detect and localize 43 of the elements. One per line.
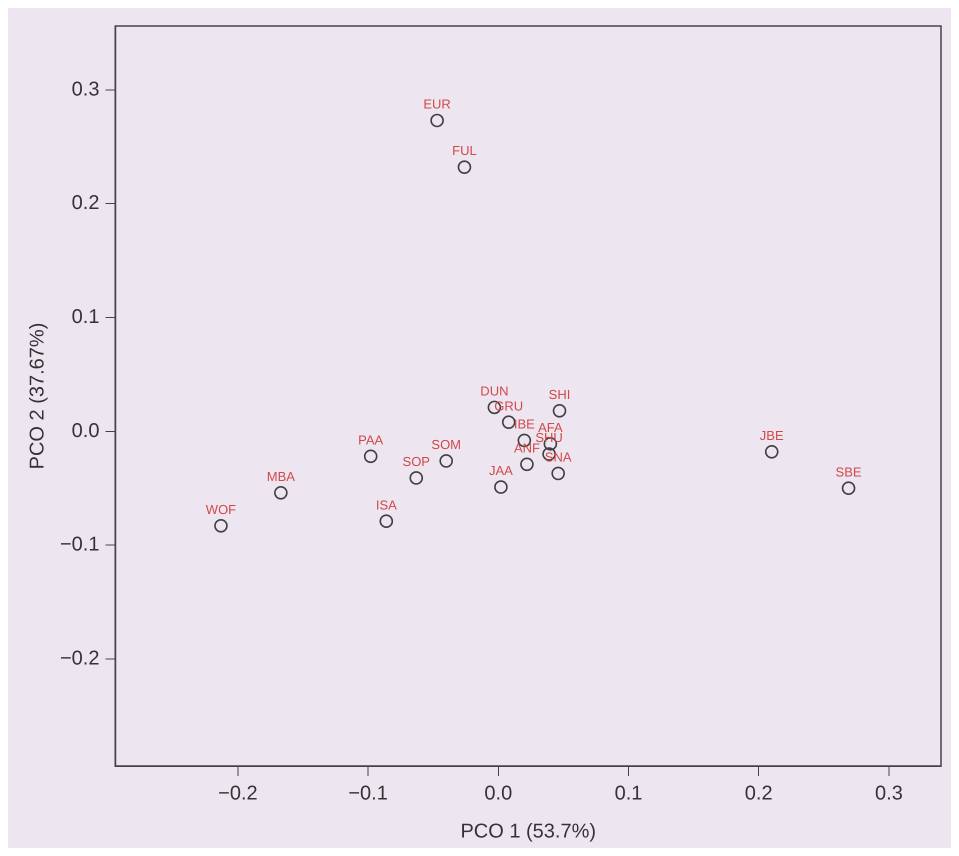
x-axis-title: PCO 1 (53.7%) bbox=[460, 820, 596, 843]
x-tick-label: 0.0 bbox=[484, 782, 512, 805]
x-tick-label: 0.2 bbox=[744, 782, 773, 805]
point bbox=[842, 481, 856, 496]
y-tick-label: 0.1 bbox=[72, 306, 100, 328]
y-tick-label: −0.2 bbox=[60, 648, 100, 670]
point bbox=[380, 514, 394, 528]
annotation: SBE bbox=[836, 464, 862, 480]
point bbox=[430, 114, 444, 128]
point bbox=[458, 160, 472, 174]
annotation: SOP bbox=[402, 454, 430, 470]
annotation: PAA bbox=[358, 432, 384, 448]
annotation: SHI bbox=[548, 386, 570, 402]
y-tick-label: −0.1 bbox=[60, 534, 100, 556]
annotation: IBE bbox=[514, 416, 536, 432]
y-tick-label: 0.0 bbox=[72, 420, 100, 442]
x-tick-label: −0.2 bbox=[218, 782, 258, 805]
x-tick-label: −0.1 bbox=[348, 782, 388, 805]
annotation: ISA bbox=[376, 497, 398, 512]
point bbox=[364, 450, 378, 464]
x-tick-label: 0.3 bbox=[875, 782, 903, 805]
point bbox=[274, 486, 288, 500]
annotation: JBE bbox=[760, 428, 784, 443]
point bbox=[552, 404, 566, 418]
point bbox=[551, 466, 565, 480]
annotation: WOF bbox=[206, 502, 236, 517]
annotation: MBA bbox=[266, 468, 296, 484]
point bbox=[520, 458, 534, 472]
annotation: SOM bbox=[431, 436, 462, 452]
annotation: JAA bbox=[488, 463, 514, 478]
point bbox=[502, 415, 516, 429]
x-tick-label: 0.1 bbox=[614, 782, 642, 805]
point bbox=[409, 471, 424, 485]
y-tick-label: 0.2 bbox=[72, 192, 100, 214]
y-tick-label: 0.3 bbox=[72, 78, 100, 100]
point bbox=[214, 518, 228, 533]
annotation: DUN bbox=[480, 383, 508, 398]
point bbox=[494, 480, 508, 494]
point bbox=[764, 444, 779, 459]
point bbox=[439, 454, 454, 468]
annotation: EUR bbox=[423, 96, 451, 112]
y-axis-title: PCO 2 (37.67%) bbox=[26, 322, 49, 470]
annotation: FUL bbox=[452, 143, 477, 158]
